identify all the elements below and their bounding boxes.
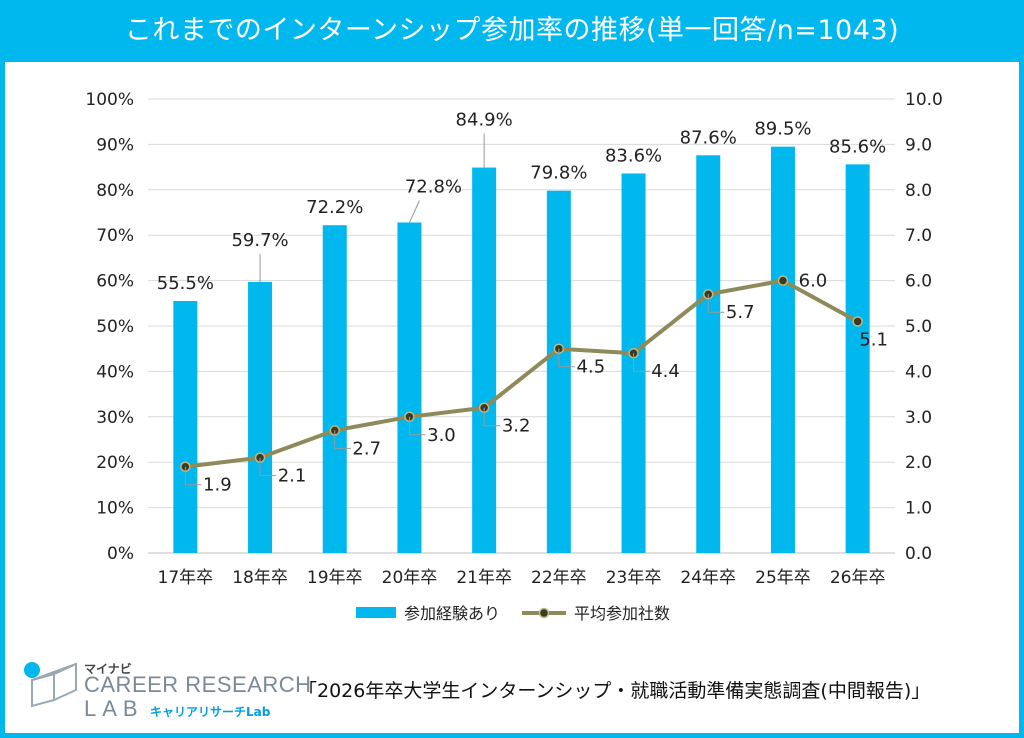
y-left-tick-label: 90% (96, 135, 134, 155)
line-data-label: 3.2 (502, 416, 531, 437)
line-series-path (185, 278, 859, 469)
y-left-tick-label: 100% (85, 90, 134, 110)
chart-svg: 0% 10% 20% 30% 40% 50% 60% 70% 80% 90% 100% 0.0 1.0 2… (85, 90, 943, 623)
career-research-lab-logo (24, 662, 77, 708)
y-left-tick-label: 20% (96, 453, 134, 473)
line-label-leader (334, 430, 351, 449)
bar-data-label: 84.9% (456, 110, 513, 131)
line-data-label: 1.9 (203, 475, 232, 496)
line-label-leader (558, 348, 575, 368)
bar-19年卒 (322, 225, 347, 553)
x-tick-label: 18年卒 (232, 568, 288, 588)
x-tick-label: 23年卒 (606, 568, 662, 588)
bar-data-label: 85.6% (829, 136, 886, 157)
line-label-leader (633, 353, 650, 372)
y-right-tick-label: 0.0 (905, 544, 932, 564)
y-left-tick-label: 10% (96, 499, 134, 519)
x-tick-label: 24年卒 (680, 568, 736, 588)
y-left-tick-label: 0% (107, 544, 134, 564)
chart-title: これまでのインターンシップ参加率の推移(単一回答/n=1043) (0, 0, 1024, 62)
legend-line-label: 平均参加社数 (574, 604, 670, 623)
line-data-label: 5.1 (859, 329, 888, 350)
x-tick-label: 25年卒 (755, 568, 811, 588)
y-right-tick-label: 8.0 (905, 181, 932, 201)
bar-label-leader (408, 200, 420, 223)
line-data-label: 2.7 (352, 438, 381, 459)
line-label-leader (184, 466, 202, 486)
bar-data-label: 55.5% (157, 273, 214, 294)
y-right-tick-label: 7.0 (905, 226, 932, 246)
y-right-tick-label: 3.0 (905, 408, 932, 428)
line-data-label: 3.0 (427, 425, 456, 446)
bar-24年卒 (696, 155, 721, 553)
y-right-tick-label: 6.0 (905, 272, 932, 292)
y-right-tick-label: 2.0 (905, 453, 932, 473)
logo-dot-icon (24, 662, 40, 678)
brand-sub: キャリアリサーチLab (150, 705, 271, 719)
bar-data-label: 89.5% (754, 119, 811, 140)
brand-mynavi: マイナビ (84, 662, 132, 676)
y-left-tick-label: 60% (96, 272, 134, 292)
line-label-leader (259, 457, 277, 477)
legend-line-marker (538, 607, 550, 619)
legend-bar-swatch (356, 607, 396, 618)
bar-data-label: 72.2% (306, 197, 363, 218)
bar-data-label: 72.8% (405, 176, 462, 197)
line-data-label: 5.7 (726, 302, 755, 323)
y-right-tick-label: 10.0 (905, 90, 943, 110)
bar-25年卒 (770, 146, 795, 554)
line-label-leader (707, 294, 725, 313)
line-data-label: 6.0 (799, 271, 828, 292)
source-note: 「2026年卒大学生インターンシップ・就職活動準備実態調査(中間報告)」 (298, 680, 931, 702)
bar-26年卒 (845, 164, 870, 553)
x-tick-label: 19年卒 (307, 568, 363, 588)
line-marker-25年卒 (777, 275, 789, 286)
x-tick-label: 21年卒 (456, 568, 512, 588)
y-left-tick-label: 80% (96, 181, 134, 201)
bar-data-label: 87.6% (680, 127, 737, 148)
y-left-tick-label: 40% (96, 362, 134, 382)
line-data-label: 4.4 (651, 361, 680, 382)
line-marker-26年卒 (852, 316, 863, 327)
bar-17年卒 (173, 301, 198, 553)
line-label-leader (408, 416, 426, 436)
bar-data-label: 59.7% (231, 230, 288, 251)
y-right-tick-label: 9.0 (905, 135, 932, 155)
y-right-tick-label: 1.0 (905, 499, 932, 519)
legend-bar-label: 参加経験あり (404, 604, 500, 623)
bar-20年卒 (397, 222, 422, 553)
bar-data-label: 83.6% (605, 145, 662, 166)
y-right-tick-label: 4.0 (905, 362, 932, 382)
line-label-leader (483, 407, 501, 427)
bar-21年卒 (472, 167, 497, 553)
x-tick-label: 20年卒 (382, 568, 438, 588)
brand-lab: LAB (84, 696, 144, 721)
line-data-label: 4.5 (577, 357, 606, 378)
x-tick-label: 26年卒 (830, 568, 886, 588)
y-left-tick-label: 70% (96, 226, 134, 246)
y-left-tick-label: 30% (96, 408, 134, 428)
bar-18年卒 (248, 281, 273, 553)
x-tick-label: 22年卒 (531, 568, 587, 588)
x-tick-label: 17年卒 (158, 568, 214, 588)
y-left-tick-label: 50% (96, 317, 134, 337)
bar-22年卒 (546, 190, 571, 553)
brand-career-research: CAREER RESEARCH (84, 672, 312, 697)
y-right-tick-label: 5.0 (905, 317, 932, 337)
bar-data-label: 79.8% (530, 163, 587, 184)
line-data-label: 2.1 (278, 466, 307, 487)
